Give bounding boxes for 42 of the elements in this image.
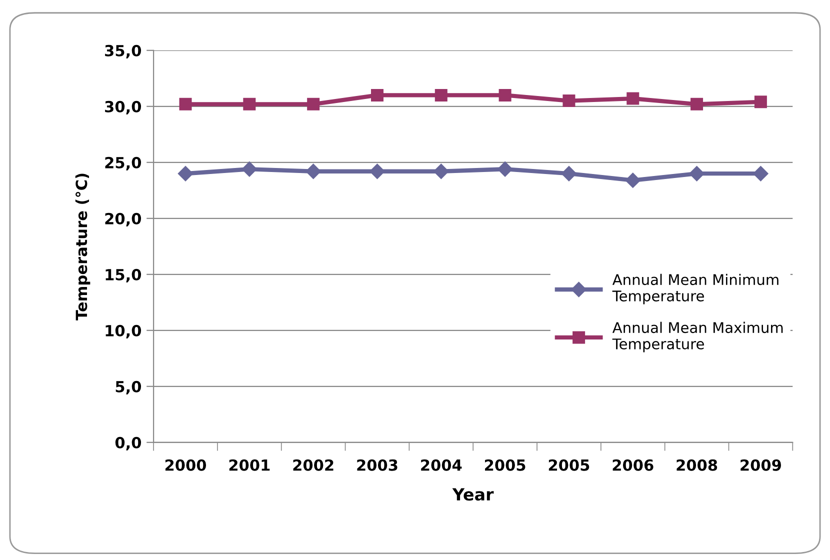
y-tick-label: 0,0: [115, 436, 142, 450]
point: [561, 166, 577, 182]
y-tick-label: 15,0: [106, 268, 142, 282]
point: [625, 172, 640, 188]
x-tick-label: 2009: [740, 459, 781, 471]
point: [434, 88, 448, 102]
point: [626, 92, 640, 105]
point: [690, 98, 704, 110]
legend-label: Annual Mean Maximum Temperature: [612, 322, 783, 352]
point: [562, 94, 576, 108]
y-axis-title: Temperature (°C): [75, 174, 90, 320]
legend-label: Annual Mean Minimum Temperature: [612, 274, 778, 304]
point: [753, 166, 768, 182]
point: [306, 164, 321, 179]
point: [370, 164, 385, 179]
point: [178, 166, 194, 182]
x-tick-label: 2002: [293, 459, 334, 471]
x-tick-label: 2005: [548, 459, 590, 471]
y-tick-label: 35,0: [105, 44, 142, 58]
x-axis-title: Year: [452, 488, 494, 501]
point: [498, 88, 512, 102]
x-tick-label: 2001: [229, 459, 270, 471]
point: [307, 98, 320, 110]
y-tick-label: 5,0: [116, 380, 142, 394]
y-tick-label: 30,0: [105, 100, 142, 114]
x-tick-label: 2000: [165, 459, 206, 471]
point: [243, 98, 256, 110]
point: [434, 164, 449, 179]
x-tick-label: 2005: [485, 459, 526, 471]
point: [754, 96, 767, 108]
y-tick-label: 10,0: [106, 324, 142, 338]
point: [497, 162, 513, 177]
x-tick-label: 2008: [676, 459, 718, 471]
point: [242, 162, 257, 177]
x-tick-label: 2006: [612, 459, 654, 471]
x-tick-label: 2004: [421, 459, 462, 471]
point: [689, 166, 704, 182]
x-tick-label: 2003: [357, 459, 398, 471]
y-tick-label: 20,0: [105, 212, 142, 226]
point: [179, 98, 192, 110]
y-tick-label: 25,0: [105, 156, 142, 170]
point: [370, 88, 384, 102]
